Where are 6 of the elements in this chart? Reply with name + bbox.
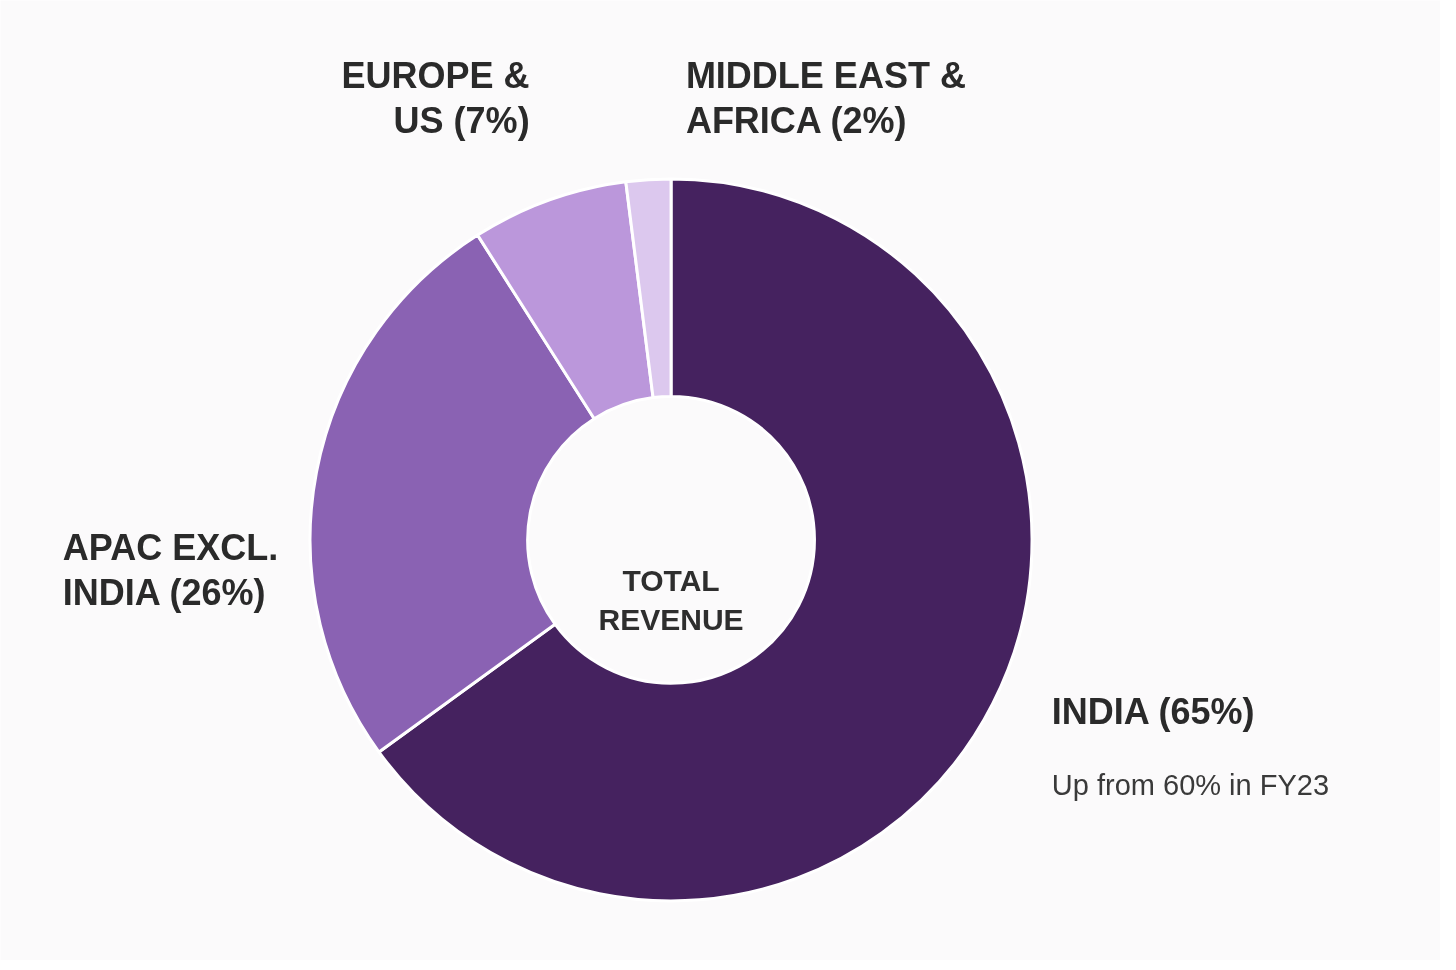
slice-label: MIDDLE EAST & AFRICA (2%) bbox=[685, 55, 966, 141]
slice-label: EUROPE & US (7%) bbox=[341, 55, 530, 141]
slice-label: APAC EXCL. INDIA (26%) bbox=[62, 527, 279, 613]
text: Up from 60% in FY23 bbox=[1051, 769, 1330, 802]
text: TOTAL REVENUE bbox=[598, 563, 744, 636]
slice-label: INDIA (65%) bbox=[1051, 690, 1255, 732]
